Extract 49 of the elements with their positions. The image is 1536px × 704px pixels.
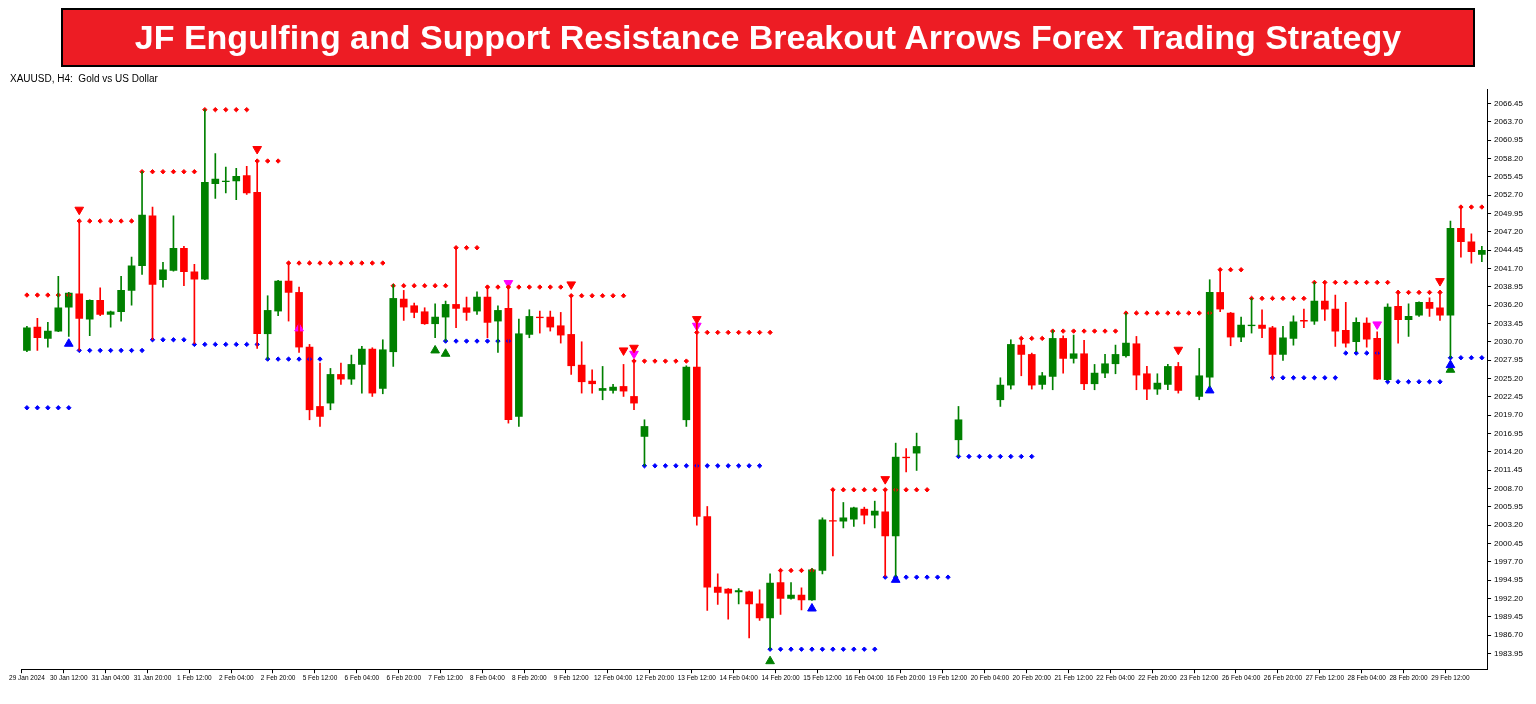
y-tick-label: 2066.45	[1494, 98, 1524, 108]
y-tick-label: 2049.95	[1494, 208, 1524, 218]
y-tick-label: 1994.95	[1494, 575, 1524, 585]
point	[1204, 384, 1215, 394]
y-tick-label: 2052.70	[1494, 190, 1524, 200]
point	[1435, 278, 1445, 287]
point	[765, 655, 775, 665]
y-tick-label: 2011.45	[1494, 465, 1523, 475]
y-tick-label: 2044.45	[1494, 245, 1524, 255]
point	[430, 344, 440, 354]
y-tick-label: 1992.20	[1494, 593, 1524, 603]
y-tick-label: 2030.70	[1494, 336, 1524, 346]
y-tick-label: 2003.20	[1494, 520, 1524, 530]
y-tick-label: 1997.70	[1494, 557, 1524, 567]
point	[629, 344, 639, 354]
y-tick-label: 1989.45	[1494, 612, 1524, 622]
y-tick-label: 2036.20	[1494, 300, 1524, 310]
y-tick-label: 2058.20	[1494, 153, 1524, 163]
y-tick-label: 2063.70	[1494, 116, 1524, 126]
y-tick-label: 2055.45	[1494, 171, 1524, 181]
point	[1372, 321, 1383, 330]
y-tick-label: 2014.20	[1494, 446, 1524, 456]
point	[1445, 359, 1456, 369]
chart-title: XAUUSD, H4: Gold vs US Dollar	[10, 72, 159, 84]
y-tick-label: 2027.95	[1494, 355, 1524, 365]
point	[807, 603, 817, 612]
y-tick-label: 2038.95	[1494, 281, 1524, 291]
y-tick-label: 2005.95	[1494, 502, 1524, 512]
y-tick-label: 1983.95	[1494, 648, 1524, 658]
y-tick-label: 1986.70	[1494, 630, 1524, 640]
y-tick-label: 2025.20	[1494, 373, 1524, 383]
y-tick-label: 2008.70	[1494, 483, 1524, 493]
point	[880, 476, 891, 485]
y-tick-label: 2033.45	[1494, 318, 1524, 328]
point	[1173, 346, 1184, 356]
point	[566, 281, 577, 290]
point	[252, 146, 263, 155]
point	[618, 347, 629, 356]
y-tick-label: 2022.45	[1494, 391, 1524, 401]
y-tick-label: 2047.20	[1494, 226, 1524, 236]
point	[440, 348, 451, 357]
chart-subtitle: JF Engulfing and Support Resistance Breakout Arrows Forex Trading Strategy	[61, 8, 1475, 67]
y-tick-label: 2041.70	[1494, 263, 1524, 273]
y-tick-label: 2060.95	[1494, 135, 1524, 145]
y-tick-label: 2016.95	[1494, 428, 1524, 438]
point	[63, 338, 74, 347]
y-tick-label: 2019.70	[1494, 410, 1524, 420]
y-tick-label: 2000.45	[1494, 538, 1524, 548]
point	[74, 206, 85, 216]
